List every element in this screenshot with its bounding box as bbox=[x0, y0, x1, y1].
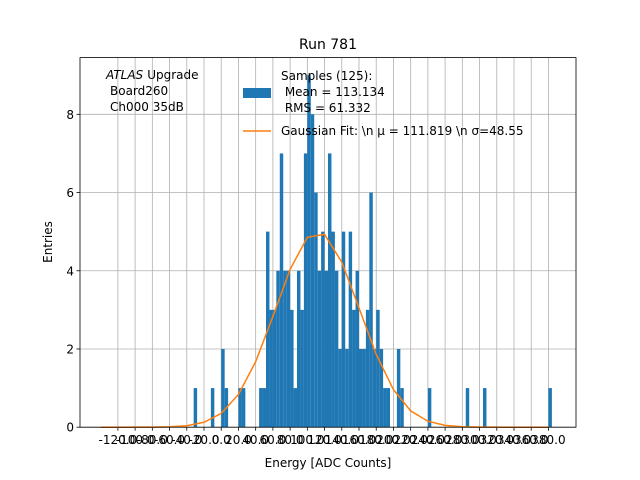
x-tick-label: -100.0 bbox=[116, 433, 155, 447]
y-axis-label: Entries bbox=[41, 221, 55, 263]
y-tick-label: 4 bbox=[66, 264, 74, 278]
y-tick-label: 8 bbox=[66, 108, 74, 122]
bar bbox=[383, 388, 387, 428]
x-tick-label: 40.0 bbox=[242, 433, 269, 447]
bar bbox=[290, 309, 294, 428]
bar bbox=[483, 388, 487, 428]
x-tick-label: -120.0 bbox=[99, 433, 138, 447]
x-tick-label: 200.0 bbox=[376, 433, 410, 447]
bar bbox=[359, 348, 363, 428]
x-tick-label: 220.0 bbox=[393, 433, 427, 447]
x-tick-label: -20.0 bbox=[188, 433, 219, 447]
x-tick-label: 320.0 bbox=[480, 433, 514, 447]
bar bbox=[259, 388, 263, 428]
x-tick-label: 60.0 bbox=[260, 433, 287, 447]
annotation-line: Ch000 35dB bbox=[110, 100, 184, 114]
bar bbox=[276, 270, 280, 428]
y-tick-label: 6 bbox=[66, 186, 74, 200]
bar bbox=[338, 348, 342, 428]
bar bbox=[465, 388, 470, 428]
plot-frame bbox=[79, 57, 577, 428]
x-tick-label: -60.0 bbox=[154, 433, 185, 447]
bar bbox=[210, 388, 215, 428]
y-tick-label: 2 bbox=[66, 342, 74, 356]
x-tick-label: 140.0 bbox=[325, 433, 359, 447]
bar bbox=[303, 153, 308, 428]
x-tick-label: 20.0 bbox=[225, 433, 252, 447]
bar bbox=[221, 348, 225, 428]
annotation: ATLAS Upgrade Board260 Ch000 35dB bbox=[105, 68, 199, 114]
bar bbox=[262, 388, 266, 428]
bar bbox=[362, 348, 366, 428]
bar bbox=[341, 231, 346, 428]
bar bbox=[386, 388, 390, 428]
bar bbox=[321, 231, 325, 428]
bar bbox=[307, 75, 311, 428]
bar bbox=[269, 309, 273, 428]
x-axis-label: Energy [ADC Counts] bbox=[265, 456, 392, 470]
bar bbox=[293, 388, 297, 428]
bar bbox=[272, 309, 277, 428]
bar bbox=[283, 270, 287, 428]
bar bbox=[348, 231, 353, 428]
bar bbox=[352, 309, 356, 428]
bar bbox=[369, 192, 373, 428]
x-tick-label: 300.0 bbox=[462, 433, 496, 447]
bar bbox=[279, 153, 284, 428]
x-tick-label: 280.0 bbox=[445, 433, 479, 447]
annotation-line: Board260 bbox=[110, 84, 168, 98]
bar bbox=[396, 348, 401, 428]
x-tick-label: 240.0 bbox=[411, 433, 445, 447]
annotation-line: Upgrade bbox=[147, 68, 198, 82]
bar bbox=[286, 270, 291, 428]
bar bbox=[334, 270, 339, 428]
bar bbox=[300, 309, 304, 428]
bar bbox=[355, 270, 359, 428]
bar bbox=[297, 270, 301, 428]
bar bbox=[331, 231, 335, 428]
bar bbox=[372, 348, 377, 428]
bar bbox=[310, 114, 315, 428]
annotation-italic: ATLAS bbox=[105, 68, 144, 82]
bar bbox=[314, 192, 318, 428]
chart-title: Run 781 bbox=[299, 37, 357, 53]
bar bbox=[328, 153, 332, 428]
x-tick-label: -40.0 bbox=[171, 433, 202, 447]
x-tick-label: 180.0 bbox=[359, 433, 393, 447]
x-tick-label: 360.0 bbox=[514, 433, 548, 447]
x-tick-label: 380.0 bbox=[531, 433, 565, 447]
bar bbox=[324, 270, 328, 428]
bar bbox=[241, 388, 246, 428]
bar bbox=[548, 388, 552, 428]
y-tick-label: 0 bbox=[66, 421, 74, 435]
bar bbox=[365, 309, 370, 428]
bar bbox=[400, 388, 404, 428]
x-tick-label: 160.0 bbox=[342, 433, 376, 447]
legend-label: Samples (125): Mean = 113.134 RMS = 61.3… bbox=[281, 69, 385, 115]
legend-label: Gaussian Fit: \n μ = 111.819 \n σ=48.55 bbox=[281, 124, 524, 138]
x-tick-label: 260.0 bbox=[428, 433, 462, 447]
bar bbox=[376, 309, 380, 428]
x-tick-label: 100.0 bbox=[290, 433, 324, 447]
bar bbox=[193, 388, 198, 428]
bar bbox=[379, 348, 384, 428]
x-tick-label: 120.0 bbox=[307, 433, 341, 447]
bar bbox=[317, 270, 322, 428]
x-tick-label: -80.0 bbox=[137, 433, 168, 447]
legend-swatch bbox=[243, 88, 271, 98]
bar bbox=[238, 388, 242, 428]
x-tick-label: 80.0 bbox=[277, 433, 304, 447]
bar bbox=[427, 388, 432, 428]
x-tick-label: 340.0 bbox=[497, 433, 531, 447]
bar bbox=[345, 348, 349, 428]
x-tick-label: 0.0 bbox=[212, 433, 231, 447]
